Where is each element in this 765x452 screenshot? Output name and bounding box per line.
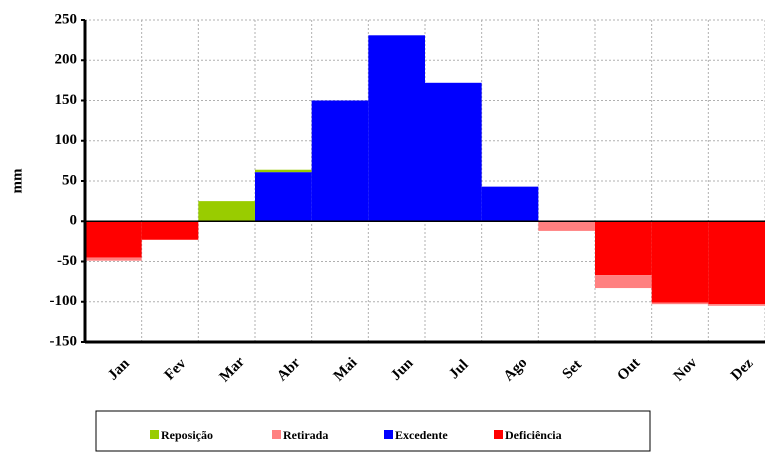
x-tick-label: Mar xyxy=(217,354,249,386)
legend-label: Retirada xyxy=(283,428,328,442)
y-tick-label: 100 xyxy=(55,132,78,148)
x-tick-label: Fev xyxy=(162,355,190,383)
bar xyxy=(255,172,312,222)
y-tick-label: 200 xyxy=(55,52,78,68)
x-tick-label: Dez xyxy=(728,355,757,384)
x-tick-label: Nov xyxy=(671,354,701,384)
legend-swatch xyxy=(272,430,281,439)
bar xyxy=(595,221,652,276)
bar xyxy=(85,257,142,261)
legend-swatch xyxy=(384,430,393,439)
bar xyxy=(255,169,312,173)
x-tick-label: Set xyxy=(560,357,585,382)
bar xyxy=(651,302,709,305)
bar xyxy=(368,35,425,222)
bar xyxy=(651,221,709,303)
legend-box xyxy=(95,410,651,452)
x-tick-label: Abr xyxy=(274,355,304,385)
x-tick-label: Mai xyxy=(331,355,361,385)
y-tick-label: 250 xyxy=(55,11,78,27)
bar xyxy=(708,304,765,306)
y-tick-label: -50 xyxy=(57,253,77,269)
y-axis-label: mm xyxy=(9,168,25,193)
bar xyxy=(198,201,255,222)
y-tick-label: -150 xyxy=(50,333,78,349)
bar xyxy=(481,186,539,222)
legend-label: Excedente xyxy=(395,428,448,442)
bar xyxy=(141,221,199,240)
legend-swatch xyxy=(150,430,159,439)
x-tick-label: Jan xyxy=(105,355,133,383)
legend-label: Reposição xyxy=(161,428,213,442)
y-tick-label: 150 xyxy=(55,92,78,108)
bar xyxy=(538,221,595,231)
x-tick-label: Out xyxy=(614,355,643,384)
x-tick-label: Jun xyxy=(388,355,417,384)
bar xyxy=(708,221,765,305)
bar xyxy=(311,100,369,222)
bar xyxy=(85,221,142,258)
bar xyxy=(425,82,482,222)
legend-swatch xyxy=(494,430,503,439)
y-tick-label: 50 xyxy=(62,172,77,188)
y-tick-label: 0 xyxy=(70,213,78,229)
y-tick-label: -100 xyxy=(50,293,78,309)
x-tick-label: Ago xyxy=(501,355,531,385)
legend-label: Deficiência xyxy=(505,428,562,442)
x-tick-label: Jul xyxy=(446,357,471,382)
bar xyxy=(595,275,652,289)
